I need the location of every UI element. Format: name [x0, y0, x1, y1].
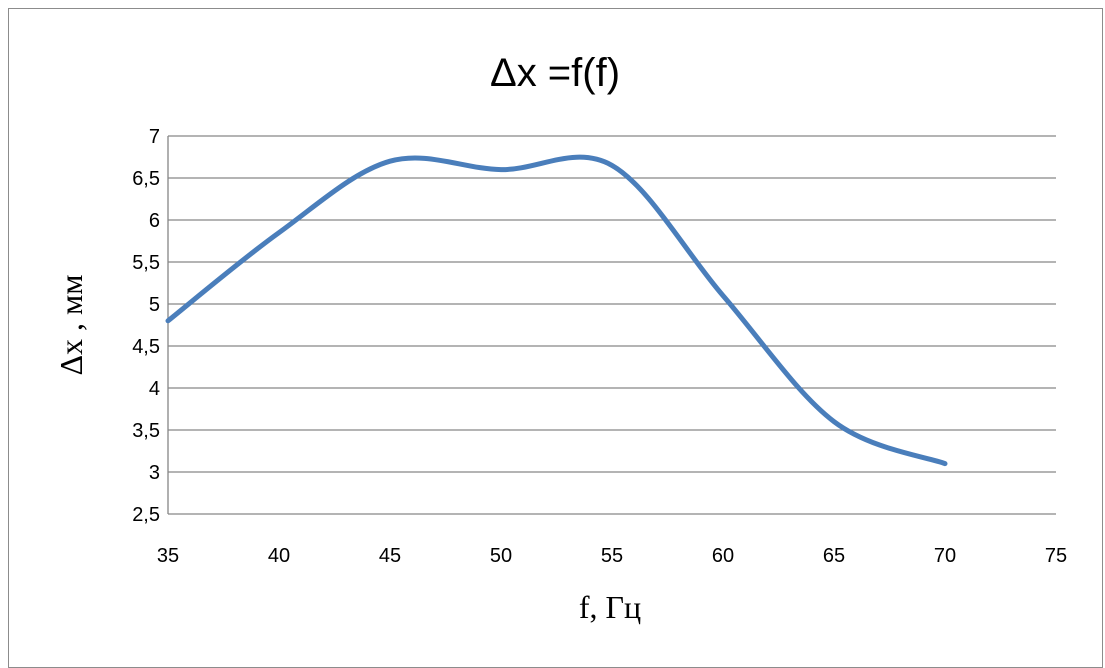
y-tick-label: 2,5: [132, 504, 160, 526]
y-tick-label: 6,5: [132, 168, 160, 190]
y-tick-label: 5: [149, 294, 160, 316]
x-tick-label: 45: [379, 545, 401, 567]
x-axis-label: f, Гц: [579, 589, 641, 625]
y-tick-label: 3,5: [132, 420, 160, 442]
chart-title: Δx =f(f): [490, 51, 620, 95]
x-tick-label: 60: [712, 545, 734, 567]
series-layer: [165, 154, 948, 467]
x-tick-label: 40: [268, 545, 290, 567]
x-tick-label: 55: [601, 545, 623, 567]
x-tick-label: 50: [490, 545, 512, 567]
grid-lines: [168, 135, 1056, 515]
y-tick-labels: 7 6,5 6 5,5 5 4,5 4 3,5 3 2,5: [132, 126, 160, 526]
x-tick-label: 70: [934, 545, 956, 567]
y-tick-label: 4: [149, 378, 160, 400]
x-tick-label: 35: [157, 545, 179, 567]
x-tick-label: 75: [1045, 545, 1067, 567]
y-tick-label: 6: [149, 210, 160, 232]
chart-frame: [8, 8, 1103, 668]
series-line: [165, 154, 948, 467]
x-tick-label: 65: [823, 545, 845, 567]
y-tick-label: 5,5: [132, 252, 160, 274]
y-tick-label: 4,5: [132, 336, 160, 358]
y-axis-label: Δx , мм: [53, 274, 89, 375]
y-tick-label: 7: [149, 126, 160, 148]
x-tick-labels: 35 40 45 50 55 60 65 70 75: [157, 545, 1067, 567]
y-tick-label: 3: [149, 462, 160, 484]
